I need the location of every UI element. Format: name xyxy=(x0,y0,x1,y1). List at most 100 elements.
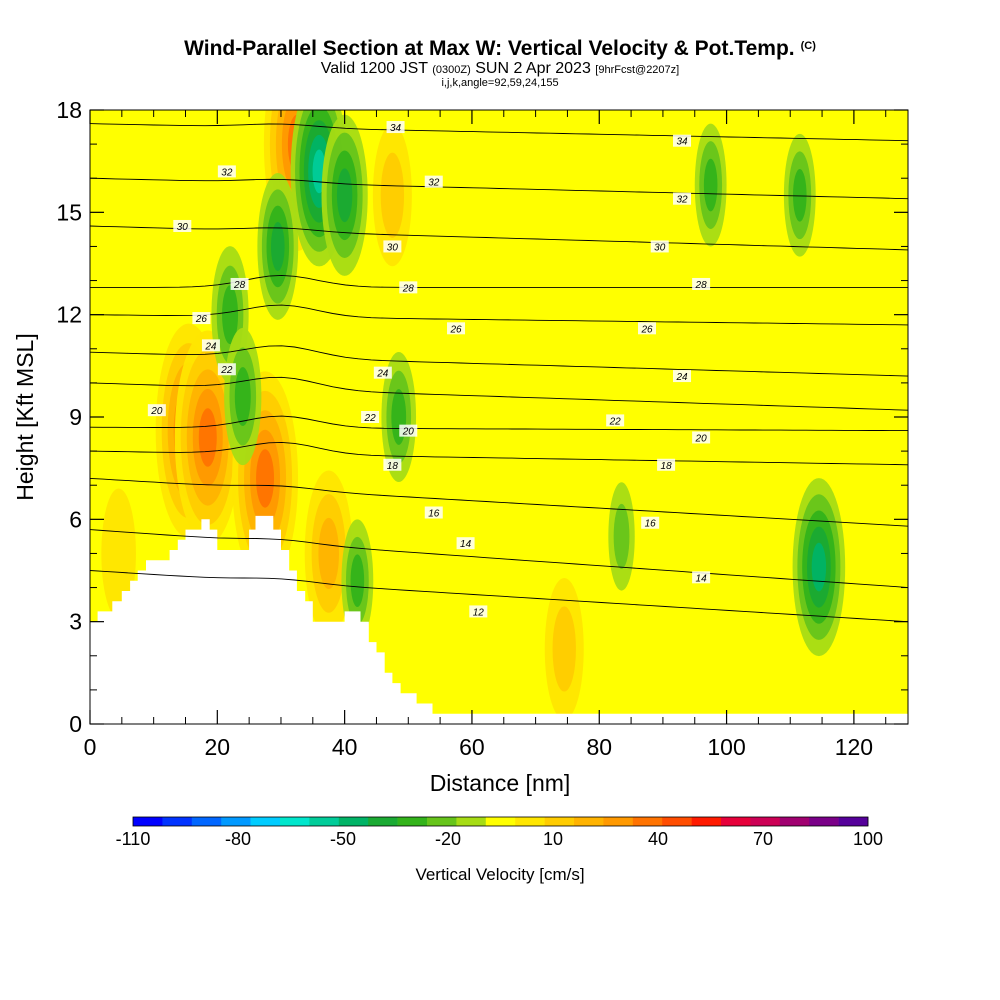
contour-label: 30 xyxy=(177,222,189,233)
colorbar-swatch xyxy=(632,817,663,826)
colorbar-swatch xyxy=(515,817,545,826)
contour-label-bg xyxy=(230,277,249,290)
contour-label-bg xyxy=(673,370,692,383)
contour-label: 20 xyxy=(695,433,708,444)
forecast-label: [9hrFcst@2207z] xyxy=(595,64,680,76)
contour-label: 26 xyxy=(195,314,208,325)
theta-contour-12 xyxy=(90,570,908,623)
contour-label: 22 xyxy=(220,365,233,376)
colorbar-swatch xyxy=(721,817,751,826)
colorbar-swatch xyxy=(691,817,722,826)
chart-title: Wind-Parallel Section at Max W: Vertical… xyxy=(184,37,816,60)
colorbar-swatch xyxy=(338,817,369,826)
colorbar-tick-label: -110 xyxy=(116,829,151,849)
theta-contour-20 xyxy=(90,415,908,432)
contour-label: 20 xyxy=(402,427,415,438)
contour-label: 32 xyxy=(428,178,440,189)
x-tick-label: 60 xyxy=(459,734,485,760)
terrain xyxy=(90,515,908,724)
updraft-level xyxy=(552,606,576,692)
contour-label-bg xyxy=(383,240,402,253)
colorbar-swatch xyxy=(544,817,575,826)
contour-label-bg xyxy=(650,240,669,253)
colorbar-tick-label: -80 xyxy=(225,829,251,849)
contour-label: 30 xyxy=(387,242,399,253)
contour-label-bg xyxy=(424,506,443,519)
axes: 0 20 40 60 80 100 120 0 3 6 9 12 15 18 xyxy=(56,97,908,760)
contour-label: 32 xyxy=(221,167,233,178)
contour-label-bg xyxy=(692,277,711,290)
colorbar-tick-label: 100 xyxy=(853,829,883,849)
theta-contour-26 xyxy=(90,304,908,326)
contour-label-bg xyxy=(147,404,166,417)
contour-label: 24 xyxy=(376,369,389,380)
colorbar-tick-label: 70 xyxy=(753,829,773,849)
colorbar-swatch xyxy=(662,817,692,826)
contour-label-bg xyxy=(399,424,418,437)
terrain-mask xyxy=(90,515,908,724)
colorbar-swatch xyxy=(456,817,487,826)
title-suffix: (C) xyxy=(800,40,816,52)
colorbar-swatch xyxy=(485,817,516,826)
contour-label: 30 xyxy=(654,242,666,253)
y-tick-label: 12 xyxy=(56,302,82,328)
colorbar-swatch xyxy=(133,817,163,826)
y-tick-label: 18 xyxy=(56,97,82,123)
contour-label: 16 xyxy=(428,509,440,520)
x-tick-label: 0 xyxy=(84,734,97,760)
colorbar-swatch xyxy=(574,817,604,826)
downdraft-level xyxy=(234,367,251,426)
x-tick-label: 20 xyxy=(205,734,231,760)
theta-contour-24 xyxy=(90,345,908,377)
theta-contour-22 xyxy=(90,376,908,411)
contour-label-bg xyxy=(641,516,660,529)
theta-contour-14 xyxy=(90,529,908,589)
contour-label-bg xyxy=(173,219,192,232)
contour-label-bg xyxy=(217,165,236,178)
y-tick-label: 0 xyxy=(69,711,82,737)
contour-label-bg xyxy=(692,571,711,584)
contour-label: 22 xyxy=(364,413,377,424)
contour-label-bg xyxy=(383,458,402,471)
colorbar-swatch xyxy=(162,817,193,826)
contour-label: 16 xyxy=(645,519,657,530)
contour-label-bg xyxy=(201,339,220,352)
contour-label: 28 xyxy=(233,280,246,291)
x-tick-label: 40 xyxy=(332,734,358,760)
theta-contour-28 xyxy=(90,274,908,288)
colorbar-label: Vertical Velocity [cm/s] xyxy=(415,865,584,884)
x-axis-label: Distance [nm] xyxy=(430,770,571,796)
contour-label-bg xyxy=(373,366,392,379)
colorbar-frame xyxy=(132,816,869,827)
y-tick-label: 9 xyxy=(69,404,82,430)
colorbar-swatch xyxy=(397,817,428,826)
contour-label: 18 xyxy=(387,461,399,472)
downdraft-level xyxy=(350,554,365,608)
contour-label-bg xyxy=(424,175,443,188)
colorbar-swatch xyxy=(250,817,281,826)
colorbar-tick-label: 10 xyxy=(543,829,563,849)
contour-label: 28 xyxy=(695,280,708,291)
colorbar-swatch xyxy=(750,817,781,826)
contour-label: 18 xyxy=(661,461,673,472)
colorbar-swatch xyxy=(221,817,251,826)
x-tick-label: 80 xyxy=(586,734,612,760)
chart-subtitle: Valid 1200 JST (0300Z) SUN 2 Apr 2023 [9… xyxy=(320,60,680,77)
updraft-level xyxy=(318,517,340,590)
theta-contour-16 xyxy=(90,477,908,527)
y-axis-label: Height [Kft MSL] xyxy=(12,333,38,500)
theta-contour-30 xyxy=(90,225,908,251)
downdraft-level xyxy=(792,168,807,222)
contour-label-bg xyxy=(399,281,418,294)
updraft-level xyxy=(256,449,275,508)
contour-label: 12 xyxy=(473,607,485,618)
contour-label: 26 xyxy=(640,324,653,335)
theta-contours xyxy=(90,123,908,623)
colorbar-tick-label: -50 xyxy=(330,829,356,849)
colorbar-swatch xyxy=(280,817,310,826)
y-tick-label: 3 xyxy=(69,609,82,635)
colorbar-tick-label: 40 xyxy=(648,829,668,849)
contour-label-bg xyxy=(386,121,405,134)
contour-label: 34 xyxy=(390,123,402,134)
